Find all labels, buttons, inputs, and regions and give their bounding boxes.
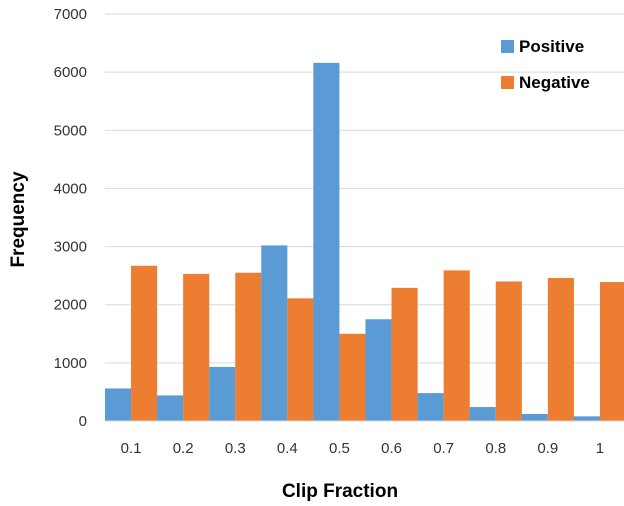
legend-label-positive: Positive — [519, 37, 584, 56]
x-tick-label: 0.7 — [433, 440, 454, 457]
y-tick-label: 5000 — [54, 122, 87, 139]
bar-positive-0.1 — [104, 388, 132, 421]
bar-positive-0.8 — [469, 407, 496, 421]
x-tick-label: 0.4 — [277, 440, 298, 457]
bar-positive-0.2 — [157, 395, 184, 421]
bar-negative-0.5 — [339, 333, 366, 421]
bar-positive-0.4 — [261, 245, 288, 421]
bar-positive-0.9 — [521, 414, 548, 421]
y-tick-label: 3000 — [54, 239, 87, 256]
bar-positive-0.5 — [313, 62, 340, 422]
bar-negative-0.6 — [391, 287, 418, 421]
y-tick-labels: 0 1000 2000 3000 4000 5000 6000 7000 — [54, 6, 87, 430]
y-tick-label: 7000 — [54, 6, 87, 23]
bar-positive-0.6 — [365, 319, 392, 421]
bar-negative-0.2 — [183, 273, 210, 421]
gridlines — [105, 13, 624, 364]
legend-label-negative: Negative — [519, 73, 590, 92]
y-tick-label: 4000 — [54, 180, 87, 197]
legend-swatch-negative — [501, 76, 514, 89]
bar-positive-1 — [573, 416, 600, 421]
bar-negative-0.8 — [495, 281, 522, 421]
legend: Positive Negative — [501, 37, 590, 92]
bar-negative-0.3 — [235, 272, 262, 421]
x-tick-label: 0.8 — [485, 440, 506, 457]
x-tick-label: 1 — [596, 440, 604, 457]
bar-negative-0.7 — [443, 270, 470, 421]
x-tick-label: 0.9 — [537, 440, 558, 457]
bar-positive-0.7 — [417, 393, 444, 421]
y-tick-label: 0 — [79, 413, 87, 430]
bar-negative-1 — [599, 282, 624, 421]
legend-swatch-positive — [501, 40, 514, 53]
x-tick-label: 0.1 — [121, 440, 142, 457]
x-axis-title: Clip Fraction — [282, 481, 398, 501]
bar-positive-0.3 — [209, 366, 236, 421]
bar-negative-0.1 — [131, 265, 158, 421]
x-tick-label: 0.2 — [173, 440, 194, 457]
y-tick-label: 6000 — [54, 64, 87, 81]
y-tick-label: 1000 — [54, 355, 87, 372]
y-tick-label: 2000 — [54, 297, 87, 314]
x-tick-label: 0.3 — [225, 440, 246, 457]
x-tick-labels: 0.1 0.2 0.3 0.4 0.5 0.6 0.7 0.8 0.9 1 — [121, 440, 605, 457]
y-axis-title: Frequency — [8, 171, 29, 268]
bar-negative-0.4 — [287, 298, 314, 421]
x-tick-label: 0.5 — [329, 440, 350, 457]
bar-negative-0.9 — [547, 277, 574, 421]
x-tick-label: 0.6 — [381, 440, 402, 457]
bars — [104, 62, 624, 422]
